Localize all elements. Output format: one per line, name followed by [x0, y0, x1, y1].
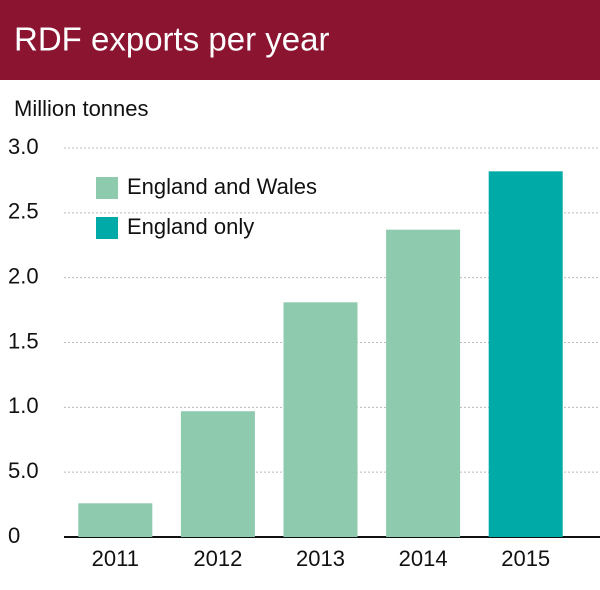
y-tick-label: 0 [8, 523, 20, 548]
legend-swatch [96, 177, 118, 199]
y-tick-label: 2.0 [8, 263, 39, 288]
bar [488, 171, 563, 537]
x-tick-label: 2011 [92, 546, 139, 571]
bar [180, 411, 255, 537]
y-tick-label: 2.5 [8, 199, 39, 224]
legend-label: England only [127, 214, 254, 239]
y-tick-label: 1.5 [8, 328, 39, 353]
bar [386, 229, 461, 537]
y-tick-label: 5.0 [8, 458, 39, 483]
x-tick-label: 2013 [296, 546, 345, 571]
x-tick-label: 2014 [399, 546, 448, 571]
chart-title: RDF exports per year [14, 21, 329, 58]
x-tick-label: 2015 [501, 546, 550, 571]
y-axis-label: Million tonnes [14, 96, 149, 121]
bar [283, 302, 358, 537]
legend-swatch [96, 217, 118, 239]
bar [78, 503, 153, 537]
title-banner [0, 0, 600, 80]
legend-label: England and Wales [127, 174, 317, 199]
x-tick-label: 2012 [193, 546, 242, 571]
y-tick-label: 1.0 [8, 393, 39, 418]
y-tick-label: 3.0 [8, 134, 39, 159]
